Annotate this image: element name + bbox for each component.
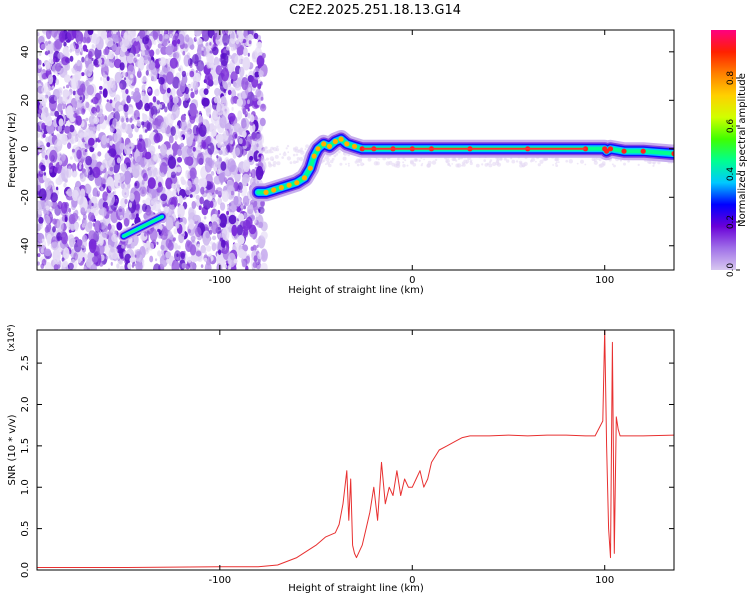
colorbar-tick-label: 0.6 <box>726 119 736 134</box>
snr-x-label: Height of straight line (km) <box>288 583 424 594</box>
snr-y-tick-label: 1.0 <box>20 479 31 495</box>
spectrogram-y-ticks: -40 -20 0 20 40 <box>20 45 674 254</box>
snr-series-line <box>37 330 674 568</box>
ridge-peak <box>294 180 300 186</box>
ridge-peak <box>326 143 333 149</box>
snr-y-multiplier: (x10⁴) <box>7 324 17 351</box>
snr-x-tick-label: 100 <box>595 575 614 586</box>
ridge-peak <box>301 175 308 181</box>
ridge-peak <box>286 182 292 188</box>
colorbar: 0.0 0.2 0.4 0.6 0.8 Normalized spectral ampl… <box>711 30 748 277</box>
spectrogram-x-ticks: -100 0 100 <box>208 30 614 286</box>
ridge-peak <box>311 153 317 159</box>
snr-plot-area <box>37 330 674 570</box>
ridge-peak <box>338 136 344 142</box>
colorbar-label: Normalized spectral amplitude <box>737 73 748 227</box>
spectrogram-y-tick-label: 40 <box>20 45 31 58</box>
spectrogram-x-tick-label: 100 <box>595 275 614 286</box>
ridge-peak <box>307 165 313 171</box>
snr-x-tick-label: 0 <box>409 575 415 586</box>
ridge-peak <box>263 189 269 195</box>
spectrogram-x-tick-label: -100 <box>208 275 231 286</box>
spectrogram-y-tick-label: 20 <box>20 94 31 107</box>
colorbar-tick-label: 0.4 <box>726 167 736 182</box>
colorbar-tick-label: 0.8 <box>726 71 736 86</box>
spectrogram-noise <box>37 30 674 270</box>
snr-x-tick-label: -100 <box>208 575 231 586</box>
ridge-peak <box>351 143 358 149</box>
snr-y-label: SNR (10 * v/v) <box>7 414 18 485</box>
spectrogram-y-tick-label: -40 <box>20 238 31 254</box>
snr-y-tick-label: 0.0 <box>20 562 31 578</box>
ridge-peak <box>321 141 327 147</box>
spectrogram-x-label: Height of straight line (km) <box>288 285 424 296</box>
spectrogram-y-tick-label: -20 <box>20 189 31 205</box>
ridge-peak <box>278 185 284 191</box>
colorbar-scale <box>711 30 736 270</box>
snr-y-ticks: 0.0 0.5 1.0 1.5 2.0 2.5 <box>20 355 674 578</box>
colorbar-tick-label: 0.2 <box>726 215 736 229</box>
spectrogram-ridge <box>118 130 674 242</box>
ridge-peak <box>671 151 674 157</box>
snr-x-ticks: -100 0 100 <box>208 330 614 586</box>
ridge-peak <box>621 148 627 154</box>
spectrogram-frame <box>36 29 675 271</box>
snr-y-tick-label: 2.5 <box>20 355 31 371</box>
spectrogram-y-tick-label: 0 <box>20 146 31 152</box>
ridge-peak <box>271 187 277 193</box>
figure-title: C2E2.2025.251.18.13.G14 <box>289 3 461 18</box>
ridge-peak <box>640 148 646 154</box>
spectrogram-x-tick-label: 0 <box>409 275 415 286</box>
ridge-peak <box>344 141 350 147</box>
ridge-peak <box>315 146 321 152</box>
snr-y-tick-label: 0.5 <box>20 521 31 537</box>
spectrogram-y-label: Frequency (Hz) <box>7 112 18 188</box>
snr-y-tick-label: 2.0 <box>20 397 31 413</box>
snr-panel: -100 0 100 0.0 0.5 1.0 1.5 2.0 2.5 (x10⁴) Heigh… <box>7 324 675 594</box>
ridge-band <box>122 215 164 238</box>
ridge-peak <box>607 146 614 152</box>
colorbar-ticks: 0.0 0.2 0.4 0.6 0.8 <box>726 71 740 278</box>
ridge-peak <box>332 138 338 145</box>
colorbar-tick-label: 0.0 <box>726 263 736 278</box>
snr-frame <box>36 329 675 571</box>
snr-y-tick-label: 1.5 <box>20 438 31 454</box>
spectrogram-panel: -100 0 100 -40 -20 0 20 40 Height of straight … <box>7 29 675 296</box>
ridge-peak <box>604 148 610 154</box>
